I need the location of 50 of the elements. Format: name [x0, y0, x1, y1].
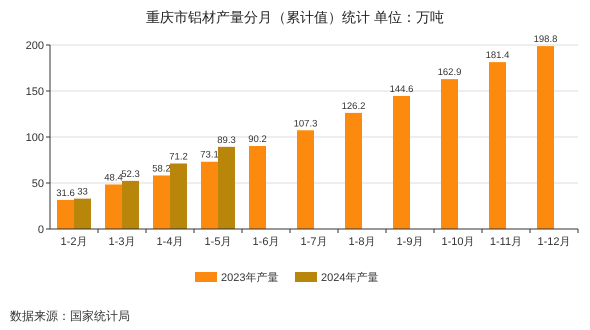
chart-title: 重庆市铝材产量分月（累计值）统计 单位：万吨 — [146, 9, 444, 25]
data-label: 31.6 — [56, 188, 75, 199]
data-label: 162.9 — [438, 67, 462, 78]
x-tick-label: 1-12月 — [537, 236, 571, 248]
source-note: 数据来源：国家统计局 — [10, 309, 130, 323]
y-tick-label: 50 — [32, 178, 44, 190]
bar — [170, 163, 187, 229]
bar — [297, 130, 314, 229]
x-tick-label: 1-11月 — [490, 236, 522, 248]
data-label: 48.4 — [104, 172, 123, 184]
y-tick-label: 200 — [26, 40, 44, 52]
x-tick-label: 1-8月 — [348, 236, 376, 248]
data-label: 198.8 — [534, 34, 558, 46]
y-tick-label: 150 — [26, 86, 44, 98]
x-tick-label: 1-7月 — [300, 236, 328, 248]
legend-label: 2023年产量 — [221, 271, 278, 284]
y-tick-label: 100 — [26, 132, 44, 144]
data-label: 73.1 — [200, 150, 219, 161]
y-tick-label: 0 — [38, 224, 44, 236]
data-label: 58.2 — [152, 163, 171, 174]
data-label: 126.2 — [342, 100, 366, 112]
bar — [393, 96, 410, 229]
data-label: 181.4 — [486, 50, 510, 62]
data-label: 107.3 — [294, 118, 318, 130]
data-label: 71.2 — [169, 151, 188, 162]
x-tick-label: 1-2月 — [60, 236, 88, 248]
data-label: 90.2 — [248, 134, 267, 146]
data-label: 52.3 — [121, 168, 140, 180]
data-label: 144.6 — [390, 84, 414, 95]
bar — [489, 62, 506, 229]
bar — [441, 79, 458, 229]
bar — [201, 162, 218, 229]
x-tick-label: 1-6月 — [252, 236, 280, 248]
legend-label: 2024年产量 — [321, 271, 378, 284]
bar — [537, 46, 554, 229]
x-tick-label: 1-10月 — [441, 236, 475, 248]
bar — [218, 146, 235, 229]
x-tick-label: 1-3月 — [108, 236, 136, 248]
x-tick-label: 1-4月 — [156, 236, 184, 248]
data-label: 33 — [77, 186, 88, 198]
bar — [105, 184, 122, 229]
bar — [122, 180, 139, 229]
bar — [74, 198, 91, 229]
bar — [57, 200, 74, 229]
x-tick-label: 1-5月 — [204, 236, 232, 248]
data-label: 89.3 — [217, 134, 236, 146]
bar — [153, 175, 170, 229]
bar — [345, 112, 362, 229]
bar — [249, 146, 266, 229]
x-tick-label: 1-9月 — [396, 236, 424, 248]
